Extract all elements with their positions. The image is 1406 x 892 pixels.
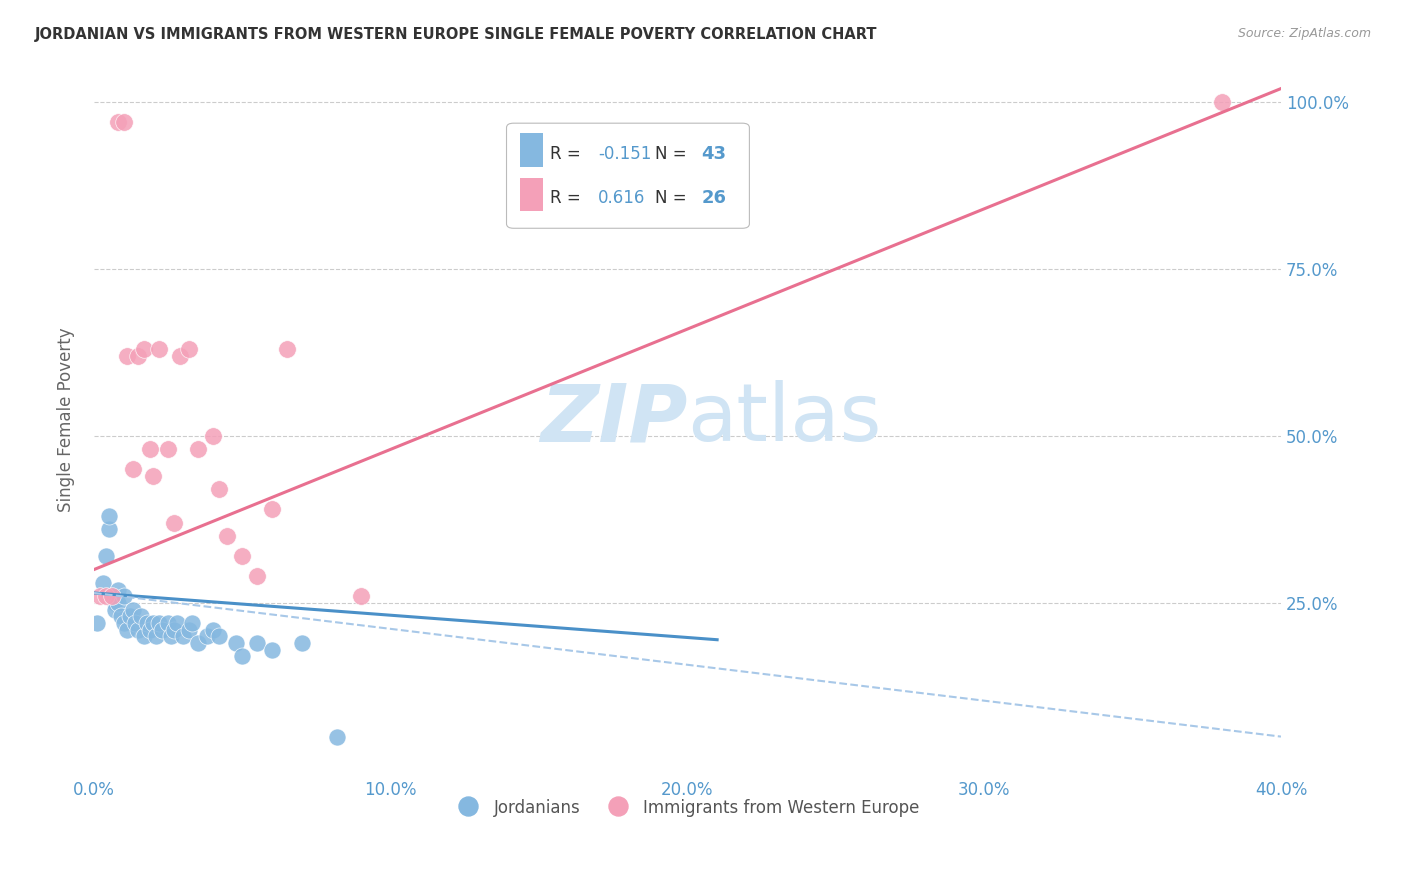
Point (276, 342, 298, 356)
Text: N =: N = (655, 189, 692, 207)
Point (86, 615, 108, 630)
Point (160, 629, 183, 643)
Point (207, 629, 229, 643)
Point (148, 615, 170, 630)
Point (177, 623, 200, 637)
Point (104, 602, 127, 616)
Point (260, 642, 283, 657)
Point (142, 469, 165, 483)
Text: R =: R = (550, 189, 586, 207)
Point (187, 636, 209, 650)
Point (166, 615, 188, 630)
Text: N =: N = (655, 145, 692, 162)
Text: JORDANIAN VS IMMIGRANTS FROM WESTERN EUROPE SINGLE FEMALE POVERTY CORRELATION CH: JORDANIAN VS IMMIGRANTS FROM WESTERN EUR… (35, 27, 877, 42)
Text: atlas: atlas (688, 380, 882, 458)
Point (150, 623, 173, 637)
Point (139, 442, 162, 457)
Point (118, 609, 141, 624)
Point (131, 609, 153, 624)
Point (121, 462, 143, 476)
Y-axis label: Single Female Poverty: Single Female Poverty (58, 327, 75, 512)
Point (207, 483, 229, 497)
Text: R =: R = (550, 145, 586, 162)
Point (145, 629, 167, 643)
Point (169, 349, 191, 363)
Point (100, 589, 122, 603)
Point (201, 623, 224, 637)
Point (139, 623, 162, 637)
Point (112, 615, 135, 630)
Point (1211, 95, 1233, 109)
Point (107, 115, 129, 129)
Text: Source: ZipAtlas.com: Source: ZipAtlas.com (1237, 27, 1371, 40)
Text: -0.151: -0.151 (598, 145, 651, 162)
Point (94, 549, 117, 564)
Point (157, 442, 180, 457)
Point (246, 636, 269, 650)
Point (100, 589, 122, 603)
Legend: Jordanians, Immigrants from Western Europe: Jordanians, Immigrants from Western Euro… (449, 791, 927, 825)
Point (225, 636, 247, 650)
Point (134, 629, 156, 643)
Point (260, 502, 283, 516)
Point (180, 615, 202, 630)
Point (112, 115, 135, 129)
Point (326, 730, 349, 744)
Point (163, 516, 186, 530)
Point (231, 549, 253, 564)
Point (91, 576, 114, 591)
Point (217, 529, 239, 543)
Point (107, 596, 129, 610)
Point (97, 523, 120, 537)
Text: ZIP: ZIP (540, 380, 688, 458)
Point (110, 609, 132, 624)
Point (136, 615, 159, 630)
Point (107, 582, 129, 597)
Point (124, 615, 146, 630)
Point (112, 589, 135, 603)
Point (172, 629, 194, 643)
Point (231, 649, 253, 664)
Point (115, 623, 138, 637)
Point (177, 342, 200, 356)
Point (163, 623, 186, 637)
Point (121, 602, 143, 616)
Text: 0.616: 0.616 (598, 189, 645, 207)
Point (89, 589, 111, 603)
Point (148, 342, 170, 356)
Point (127, 623, 149, 637)
Point (97, 509, 120, 524)
Point (350, 589, 373, 603)
Point (201, 429, 224, 443)
Point (104, 596, 127, 610)
Point (195, 629, 218, 643)
Point (127, 349, 149, 363)
Point (134, 342, 156, 356)
Point (142, 615, 165, 630)
Point (115, 349, 138, 363)
Point (157, 615, 180, 630)
Point (291, 636, 314, 650)
Text: 26: 26 (702, 189, 725, 207)
Point (187, 442, 209, 457)
Point (94, 589, 117, 603)
Text: 43: 43 (702, 145, 725, 162)
Point (246, 569, 269, 583)
